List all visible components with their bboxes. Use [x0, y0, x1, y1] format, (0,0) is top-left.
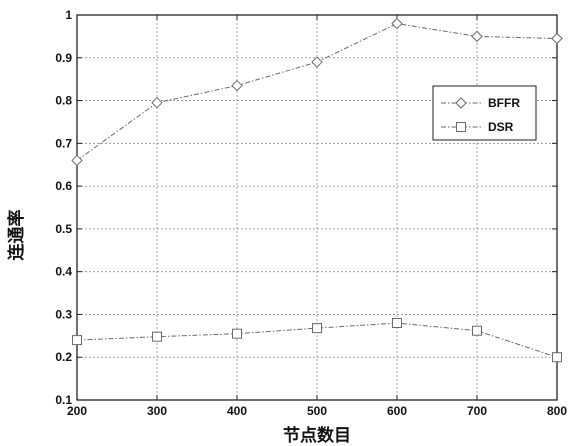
- data-point-bffr: [391, 17, 403, 30]
- legend-label-dsr: DSR: [488, 120, 514, 134]
- y-tick-label: 0.1: [55, 393, 72, 407]
- data-point-dsr: [72, 335, 82, 346]
- data-point-bffr: [551, 32, 563, 45]
- data-point-dsr: [472, 325, 482, 336]
- data-point-dsr: [312, 323, 322, 334]
- data-point-bffr: [311, 56, 323, 68]
- y-tick-label: 0.5: [55, 222, 72, 236]
- y-tick-label: 0.3: [55, 307, 72, 321]
- data-point-dsr: [232, 328, 242, 339]
- legend-box: [432, 85, 537, 141]
- x-tick-label: 700: [467, 404, 487, 418]
- data-point-bffr: [471, 30, 483, 43]
- data-point-dsr: [392, 318, 402, 328]
- y-axis-title: 连通率: [6, 210, 26, 261]
- x-axis-ticks: 200 300 400 500 600 700 800: [67, 15, 567, 418]
- data-point-bffr: [231, 79, 243, 92]
- x-tick-label: 500: [307, 404, 327, 418]
- series-layer: [71, 17, 563, 363]
- legend: BFFR DSR: [432, 85, 537, 141]
- y-axis-ticks: 0.1 0.2 0.3 0.4 0.5 0.6 0.7 0.8 0.9 1: [55, 8, 557, 407]
- legend-label-bffr: BFFR: [488, 96, 520, 110]
- x-tick-label: 600: [387, 404, 407, 418]
- y-tick-label: 0.6: [55, 179, 72, 193]
- legend-marker-bffr: [455, 97, 467, 109]
- legend-marker-dsr: [456, 122, 466, 132]
- y-tick-label: 0.8: [55, 94, 72, 108]
- x-tick-label: 300: [147, 404, 167, 418]
- x-tick-label: 800: [547, 404, 567, 418]
- data-point-bffr: [71, 154, 83, 167]
- x-tick-label: 400: [227, 404, 247, 418]
- y-tick-label: 0.4: [55, 265, 72, 279]
- data-point-dsr: [552, 352, 562, 363]
- y-tick-label: 0.2: [55, 350, 72, 364]
- data-point-bffr: [151, 96, 163, 109]
- x-tick-label: 200: [67, 404, 87, 418]
- y-tick-label: 0.7: [55, 136, 72, 150]
- y-tick-label: 0.9: [55, 51, 72, 65]
- x-axis-title: 节点数目: [283, 425, 351, 445]
- data-point-dsr: [152, 331, 162, 342]
- y-tick-label: 1: [65, 8, 72, 22]
